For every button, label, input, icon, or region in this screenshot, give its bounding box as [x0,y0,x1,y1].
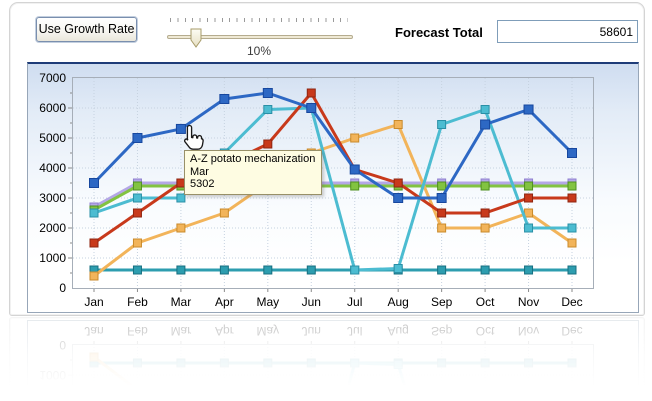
x-tick-label: Jul [347,295,363,309]
y-tick-label: 6000 [39,101,66,115]
app-window: Use Growth Rate 10% Forecast Total 01000… [9,317,645,401]
growth-rate-slider[interactable] [167,35,353,39]
slider-thumb[interactable] [190,28,202,48]
x-tick-label: Jun [301,295,321,309]
tooltip-series-name: A-Z potato mechanization [190,153,316,165]
tooltip-value: 5302 [190,178,215,190]
x-tick-label: Oct [475,295,495,309]
y-tick-label: 5000 [39,131,66,145]
hand-cursor-icon [180,124,205,156]
app-window: Use Growth Rate 10% Forecast Total 0 1000… [9,2,645,316]
chart-panel: 0 1000 2000 3000 4000 5000 6000 7000 Jan Feb Mar A… [27,62,639,313]
x-tick-label: Sep [430,295,453,309]
x-tick-label: Dec [561,295,583,309]
y-tick-label: 3000 [39,191,66,205]
slider-tick-marks [170,18,348,22]
x-tick-label: Jan [84,295,104,309]
x-tick-label: Apr [215,295,234,309]
y-tick-label: 2000 [39,221,66,235]
y-tick-label: 1000 [39,251,66,265]
y-tick-label: 4000 [39,161,66,175]
window-reflection: Use Growth Rate 10% Forecast Total 01000… [9,317,645,401]
toolbar: Use Growth Rate 10% Forecast Total [10,3,644,61]
slider-value-label: 10% [246,44,272,58]
use-growth-rate-button[interactable]: Use Growth Rate [36,17,137,42]
forecast-total-label: Forecast Total [395,25,483,40]
forecast-total-field[interactable] [497,20,638,43]
x-tick-label: Feb [127,295,148,309]
x-tick-label: Mar [170,295,192,309]
x-tick-label: May [256,295,280,309]
forecast-chart[interactable] [68,77,594,292]
x-tick-label: Aug [387,295,409,309]
y-tick-label: 7000 [39,71,66,85]
x-tick-label: Nov [517,295,540,309]
y-tick-label: 0 [59,281,66,295]
chart-tooltip: A-Z potato mechanization Mar 5302 [184,150,323,195]
chart-plot[interactable] [68,78,593,292]
tooltip-category: Mar [190,165,209,178]
